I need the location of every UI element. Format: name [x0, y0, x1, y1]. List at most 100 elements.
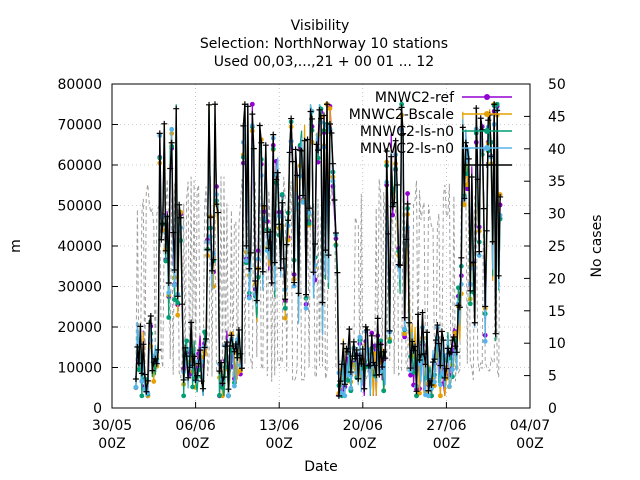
chart-title: Visibility [291, 18, 350, 34]
data-point [146, 320, 153, 327]
x-axis-ticks: 30/05 00Z 06/06 00Z 13/06 00Z 20/06 00Z 27/06 00Z… [92, 402, 550, 452]
data-point [167, 165, 174, 172]
data-point [132, 376, 139, 383]
chart-subtitle-line-1: Selection: NorthNorway 10 stations [200, 36, 448, 52]
legend-label: MNWC2-Bscale [349, 107, 454, 123]
data-point [467, 301, 473, 307]
data-point [352, 355, 359, 362]
data-point [319, 299, 326, 306]
data-point [246, 265, 253, 272]
data-point [258, 139, 265, 146]
data-point [301, 137, 308, 144]
data-point [217, 359, 224, 366]
data-point [220, 374, 227, 381]
data-point [399, 101, 405, 107]
data-point [182, 344, 189, 351]
data-point [374, 315, 381, 322]
data-point [191, 353, 198, 360]
data-point [159, 220, 166, 227]
legend-swatch-marker [484, 128, 490, 134]
y-tick-label: 20000 [57, 320, 102, 336]
data-point [276, 221, 283, 228]
data-point [341, 381, 348, 388]
data-point [403, 236, 410, 243]
data-point [155, 346, 162, 353]
data-point [270, 131, 277, 138]
data-point [312, 240, 319, 247]
data-point [402, 331, 407, 337]
data-point [179, 301, 186, 308]
data-point [164, 213, 171, 220]
data-point [256, 122, 263, 129]
data-point [277, 265, 284, 272]
data-point [340, 340, 347, 347]
x-tick-label-hour: 00Z [182, 436, 209, 452]
y2-tick-label: 25 [548, 239, 566, 255]
data-point [380, 348, 387, 355]
y-tick-label: 70000 [57, 118, 102, 134]
data-point [294, 172, 301, 179]
data-point [358, 360, 365, 367]
data-point [425, 387, 432, 394]
data-point [180, 376, 187, 383]
data-point [201, 344, 208, 351]
data-point [244, 103, 251, 110]
legend-swatch-marker [484, 111, 490, 117]
data-point [347, 369, 354, 376]
data-point [338, 361, 345, 368]
x-tick-label-hour: 00Z [516, 436, 543, 452]
data-point [382, 355, 389, 362]
data-point [334, 269, 341, 276]
data-point [458, 281, 464, 287]
data-point [203, 335, 210, 342]
data-point [461, 202, 467, 208]
data-point [231, 348, 238, 355]
data-point [168, 139, 175, 146]
data-point [315, 147, 322, 154]
data-point [156, 130, 163, 137]
data-point [291, 283, 297, 289]
data-point [362, 323, 369, 330]
data-point [144, 377, 151, 384]
data-point [313, 141, 320, 148]
y2-tick-label: 45 [548, 109, 566, 125]
data-point [181, 393, 187, 399]
data-point [423, 329, 430, 336]
data-point [491, 101, 498, 108]
data-point [376, 371, 383, 378]
data-point [243, 258, 249, 264]
x-tick-label-date: 20/06 [343, 418, 383, 434]
data-point [307, 108, 314, 115]
legend-label: MNWC2-ls-n0 [360, 124, 454, 140]
data-point [206, 101, 213, 108]
data-point [306, 210, 312, 215]
chart-subtitle-line-2: Used 00,03,...,21 + 00 01 ... 12 [214, 54, 434, 70]
data-point [214, 209, 221, 216]
data-point [250, 145, 257, 152]
y2-tick-label: 35 [548, 174, 566, 190]
x-tick-label-hour: 00Z [265, 436, 292, 452]
y-tick-label: 80000 [57, 77, 102, 93]
data-point [326, 120, 333, 127]
data-point [432, 337, 439, 344]
data-point [165, 280, 172, 287]
data-point [152, 355, 159, 362]
data-point [217, 392, 222, 398]
data-point [385, 230, 392, 237]
data-point [381, 388, 387, 394]
data-point [350, 338, 357, 345]
y2-tick-label: 30 [548, 207, 566, 223]
data-point [300, 192, 307, 199]
data-point [426, 377, 433, 384]
data-point [140, 341, 147, 348]
data-point [213, 201, 220, 208]
data-point [262, 142, 269, 149]
data-point [438, 382, 443, 388]
data-point [172, 282, 178, 288]
data-point [306, 205, 313, 212]
data-point [377, 341, 384, 348]
data-point [413, 388, 420, 395]
data-point [138, 370, 145, 377]
data-point [161, 120, 168, 127]
